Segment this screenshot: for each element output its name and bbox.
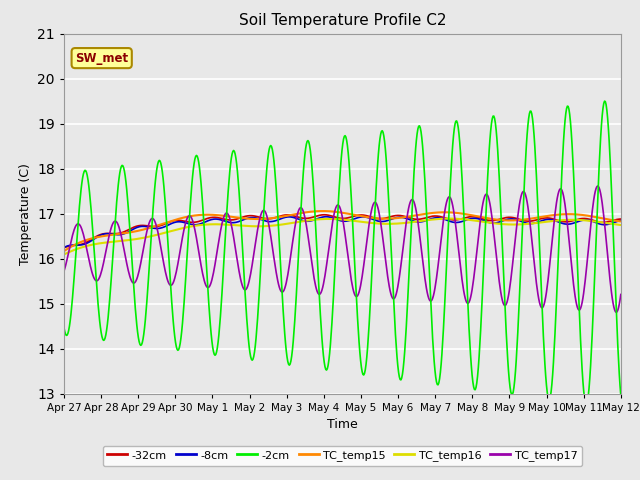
-32cm [617,216,625,222]
-8cm [411,218,419,224]
-32cm [60,245,68,251]
TC_temp15 [127,229,135,235]
TC_temp15 [428,210,435,216]
TC_temp15 [214,212,221,218]
-2cm [582,402,590,408]
TC_temp15 [60,248,68,254]
TC_temp15 [411,213,419,218]
-2cm [410,169,418,175]
-32cm [411,216,419,222]
Title: Soil Temperature Profile C2: Soil Temperature Profile C2 [239,13,446,28]
TC_temp16 [60,252,68,257]
-2cm [601,98,609,104]
TC_temp17 [617,291,625,297]
-32cm [321,212,328,217]
-8cm [60,245,68,251]
-8cm [214,216,221,222]
TC_temp16 [426,217,434,223]
TC_temp17 [70,227,78,233]
Line: -32cm: -32cm [64,215,621,248]
Line: -2cm: -2cm [64,101,621,405]
TC_temp15 [319,208,326,214]
Line: TC_temp16: TC_temp16 [64,218,621,254]
-32cm [428,214,435,219]
TC_temp17 [127,277,135,283]
Y-axis label: Temperature (C): Temperature (C) [19,163,31,264]
Legend: -32cm, -8cm, -2cm, TC_temp15, TC_temp16, TC_temp17: -32cm, -8cm, -2cm, TC_temp15, TC_temp16,… [102,446,582,466]
-8cm [70,242,78,248]
-8cm [428,216,435,222]
TC_temp16 [446,216,454,221]
-2cm [184,239,192,245]
TC_temp17 [184,214,192,220]
TC_temp15 [617,218,625,224]
Line: TC_temp15: TC_temp15 [64,211,621,251]
TC_temp16 [617,222,625,228]
X-axis label: Time: Time [327,418,358,431]
TC_temp16 [214,221,221,227]
-2cm [127,250,135,255]
Text: SW_met: SW_met [75,51,128,65]
TC_temp17 [426,298,434,304]
-8cm [617,218,625,224]
-2cm [60,325,68,331]
-32cm [70,242,78,248]
-8cm [127,228,135,233]
-2cm [214,345,221,351]
TC_temp17 [612,310,620,315]
-2cm [70,275,78,281]
TC_temp16 [127,237,135,242]
-8cm [184,221,192,227]
TC_temp17 [60,268,68,274]
-32cm [214,215,221,220]
TC_temp17 [594,183,602,189]
Line: -8cm: -8cm [64,216,621,248]
TC_temp15 [184,214,192,219]
TC_temp17 [410,199,418,205]
-32cm [184,219,192,225]
TC_temp16 [70,247,78,253]
-2cm [426,291,434,297]
-32cm [127,226,135,231]
TC_temp15 [70,242,78,248]
TC_temp17 [214,247,221,253]
TC_temp16 [184,224,192,230]
-2cm [617,392,625,398]
TC_temp16 [410,219,418,225]
-8cm [322,214,330,219]
Line: TC_temp17: TC_temp17 [64,186,621,312]
